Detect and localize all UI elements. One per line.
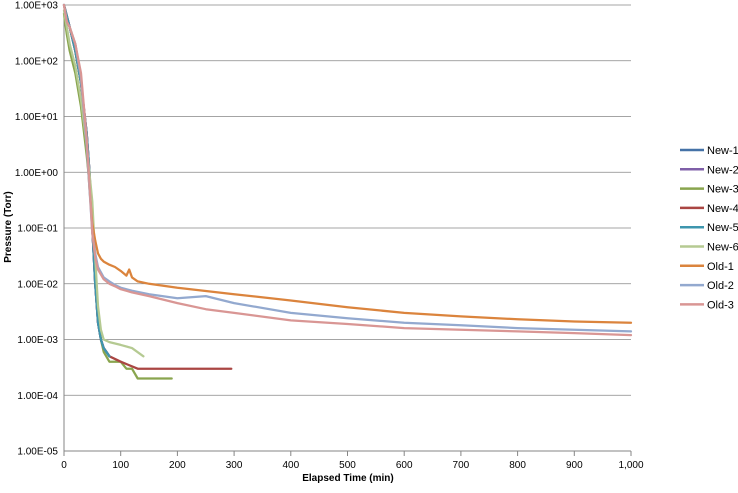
legend-label-old-3: Old-3 — [707, 299, 734, 311]
legend-label-new-3: New-3 — [707, 184, 738, 196]
legend-label-old-2: Old-2 — [707, 280, 734, 292]
y-tick-label: 1.00E-04 — [17, 391, 58, 402]
legend-label-new-1: New-1 — [707, 145, 738, 157]
y-tick-label: 1.00E+02 — [15, 56, 59, 67]
y-axis-title: Pressure (Torr) — [3, 191, 14, 263]
legend-label-new-6: New-6 — [707, 242, 738, 254]
x-tick-label: 400 — [282, 460, 299, 471]
y-tick-label: 1.00E-03 — [17, 335, 58, 346]
series-line-new-6 — [62, 9, 145, 358]
series-line-old-2 — [62, 3, 633, 333]
x-tick-label: 100 — [112, 460, 129, 471]
x-tick-label: 200 — [169, 460, 186, 471]
x-tick-label: 600 — [396, 460, 413, 471]
x-tick-label: 300 — [226, 460, 243, 471]
y-tick-label: 1.00E+00 — [15, 168, 59, 179]
gridlines — [64, 4, 631, 452]
legend: New-1 New-2 New-3 New-4 New-5 New-6 Old-1 Old-2… — [680, 145, 738, 311]
x-tick-label: 0 — [61, 460, 67, 471]
axes — [63, 5, 632, 456]
y-tick-label: 1.00E-05 — [17, 447, 58, 458]
legend-label-new-4: New-4 — [707, 203, 738, 215]
series-lines — [62, 3, 633, 380]
x-tick-label: 800 — [509, 460, 526, 471]
y-tick-label: 1.00E+01 — [15, 112, 59, 123]
series-line-old-1 — [62, 3, 633, 324]
x-axis-title: Elapsed Time (min) — [302, 473, 394, 484]
y-tick-label: 1.00E+03 — [15, 1, 59, 12]
y-tick-label: 1.00E-01 — [17, 224, 58, 235]
legend-label-old-1: Old-1 — [707, 261, 734, 273]
x-tick-label: 700 — [453, 460, 470, 471]
x-tick-label: 500 — [339, 460, 356, 471]
legend-label-new-5: New-5 — [707, 222, 738, 234]
x-tick-label: 1,000 — [618, 460, 643, 471]
y-tick-label: 1.00E-02 — [17, 279, 58, 290]
tick-labels: 1.00E-05 1.00E-04 1.00E-03 1.00E-02 1.00E-01… — [15, 1, 644, 472]
legend-label-new-2: New-2 — [707, 164, 738, 176]
series-line-old-3 — [62, 3, 633, 337]
x-tick-label: 900 — [566, 460, 583, 471]
